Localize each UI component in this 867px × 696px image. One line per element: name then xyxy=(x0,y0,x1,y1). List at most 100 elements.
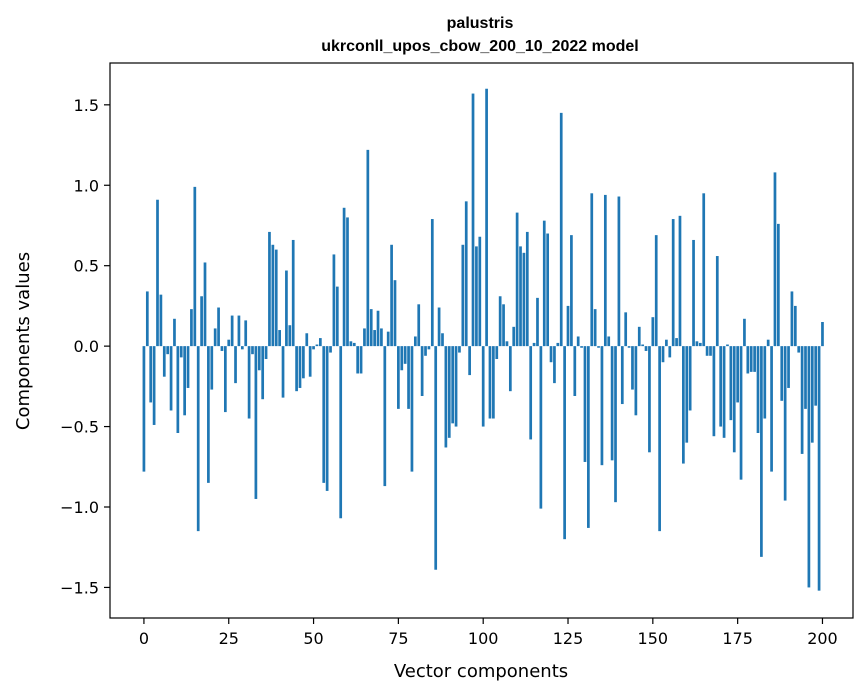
bar-110 xyxy=(515,212,519,347)
bar-20 xyxy=(210,346,214,390)
bar-129 xyxy=(580,346,583,348)
bar-184 xyxy=(766,339,770,347)
x-tick-label: 125 xyxy=(553,629,584,648)
bar-126 xyxy=(570,235,573,347)
bar-51 xyxy=(315,344,319,347)
bar-48 xyxy=(305,333,309,347)
bar-67 xyxy=(369,309,373,347)
bar-166 xyxy=(705,346,709,356)
bar-23 xyxy=(220,346,224,351)
bar-132 xyxy=(590,193,594,347)
bar-197 xyxy=(810,346,814,443)
bar-162 xyxy=(692,239,695,347)
bar-155 xyxy=(668,346,672,358)
bar-15 xyxy=(193,186,197,347)
bar-5 xyxy=(159,294,163,347)
plot-area xyxy=(110,63,853,618)
bar-11 xyxy=(179,346,183,358)
bar-77 xyxy=(403,346,407,364)
bar-136 xyxy=(603,194,607,347)
bar-93 xyxy=(458,346,461,353)
bar-164 xyxy=(698,342,702,347)
bar-57 xyxy=(335,286,339,347)
y-tick-label: 1.5 xyxy=(74,96,99,115)
bar-128 xyxy=(576,336,580,347)
bar-160 xyxy=(685,346,689,443)
bar-97 xyxy=(471,93,475,347)
bar-108 xyxy=(508,346,512,392)
bar-54 xyxy=(325,346,329,491)
bar-27 xyxy=(234,346,237,384)
bar-4 xyxy=(156,199,159,347)
bar-147 xyxy=(641,344,645,347)
bar-148 xyxy=(644,346,648,351)
bar-28 xyxy=(237,315,241,347)
bar-22 xyxy=(217,307,220,347)
bar-62 xyxy=(352,342,356,347)
x-tick-label: 25 xyxy=(219,629,239,648)
bar-76 xyxy=(400,346,404,371)
bar-21 xyxy=(213,328,217,347)
chart-subtitle: ukrconll_upos_cbow_200_10_2022 model xyxy=(321,38,638,55)
bar-32 xyxy=(251,346,254,355)
bar-168 xyxy=(712,346,716,437)
x-axis-label: Vector components xyxy=(394,661,568,682)
bar-99 xyxy=(478,236,482,347)
bar-83 xyxy=(424,346,427,356)
bar-19 xyxy=(207,346,210,483)
y-axis-label: Components values xyxy=(13,252,34,430)
bar-79 xyxy=(410,346,414,472)
bar-111 xyxy=(519,246,522,347)
bar-65 xyxy=(363,328,366,347)
bar-74 xyxy=(393,280,397,347)
bar-109 xyxy=(512,326,516,347)
bar-194 xyxy=(800,346,804,454)
bar-107 xyxy=(505,341,509,347)
x-tick-label: 200 xyxy=(807,629,838,648)
bar-143 xyxy=(627,346,631,348)
bar-152 xyxy=(658,346,661,532)
bar-1 xyxy=(145,291,149,347)
bar-86 xyxy=(434,346,438,570)
bar-90 xyxy=(447,346,451,438)
bar-140 xyxy=(617,196,621,347)
bar-82 xyxy=(420,346,424,396)
bar-175 xyxy=(736,346,740,403)
bar-156 xyxy=(671,219,675,347)
bar-98 xyxy=(475,246,478,347)
bar-105 xyxy=(498,296,502,347)
y-axis-ticks: 1.5 1.0 0.5 0.0 −0.5 −1.0 −1.5 xyxy=(60,96,110,597)
bar-87 xyxy=(437,307,441,347)
bar-64 xyxy=(359,346,363,374)
bar-12 xyxy=(183,346,186,416)
bar-117 xyxy=(539,346,543,509)
bar-153 xyxy=(661,346,665,363)
bar-33 xyxy=(254,346,258,499)
bar-122 xyxy=(556,342,560,347)
bar-124 xyxy=(563,346,566,540)
bar-141 xyxy=(620,346,624,405)
x-tick-label: 0 xyxy=(139,629,149,648)
bar-189 xyxy=(783,346,787,501)
bar-138 xyxy=(610,346,614,461)
bar-70 xyxy=(380,328,383,347)
bar-63 xyxy=(356,346,360,374)
bar-45 xyxy=(295,346,298,392)
bar-94 xyxy=(461,244,465,347)
bar-134 xyxy=(597,346,600,348)
bar-47 xyxy=(302,346,305,379)
bar-163 xyxy=(695,341,699,347)
bar-170 xyxy=(719,346,723,427)
bar-188 xyxy=(780,346,784,401)
bar-127 xyxy=(573,346,577,396)
x-tick-label: 175 xyxy=(722,629,753,648)
y-tick-label: 0.5 xyxy=(74,257,99,276)
y-tick-label: −1.0 xyxy=(60,498,99,517)
bar-182 xyxy=(760,346,763,557)
bar-106 xyxy=(502,304,505,347)
y-tick-label: 0.0 xyxy=(74,337,99,356)
bar-180 xyxy=(753,346,756,372)
bar-181 xyxy=(756,346,760,433)
x-tick-label: 50 xyxy=(303,629,323,648)
bar-151 xyxy=(654,235,658,347)
